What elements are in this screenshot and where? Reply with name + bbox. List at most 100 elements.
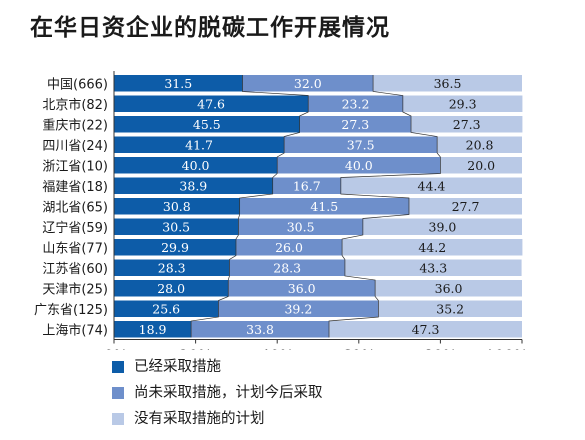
category-label: 广东省(125) (34, 303, 108, 318)
bar-planned (284, 136, 438, 153)
bar-taken (114, 95, 309, 112)
legend-item-taken: 已经采取措施 (112, 354, 552, 380)
data-label-taken: 28.3 (158, 260, 186, 275)
x-axis: 0% 20% 40% 60% 80% 100% (104, 339, 528, 351)
bar-planned (299, 116, 412, 133)
bar-planned (229, 259, 345, 276)
bar-taken (114, 239, 236, 256)
data-label-no-plan: 47.3 (412, 322, 440, 337)
legend-item-planned: 尚未采取措施，计划今后采取 (112, 380, 552, 406)
bar-taken (114, 300, 219, 317)
data-label-planned: 41.5 (310, 199, 338, 214)
data-label-taken: 45.5 (193, 117, 221, 132)
data-label-taken: 47.6 (197, 96, 225, 111)
category-label: 上海市(74) (42, 322, 108, 338)
segment-boundary-line (328, 75, 441, 338)
category-label: 中国(666) (47, 77, 108, 92)
bar-no-plan (373, 75, 522, 92)
data-label-taken: 18.9 (139, 322, 167, 337)
data-label-planned: 39.2 (284, 301, 312, 316)
bar-planned (239, 198, 409, 215)
data-label-planned: 16.7 (293, 178, 321, 193)
data-label-planned: 36.0 (288, 281, 316, 296)
data-label-no-plan: 36.5 (434, 76, 462, 91)
data-label-no-plan: 20.0 (467, 158, 495, 173)
x-tick-label: 100% (485, 347, 528, 351)
category-label: 四川省(24) (42, 139, 108, 154)
data-label-taken: 25.6 (152, 301, 180, 316)
bar-area: 31.5 32.0 36.5 47.6 23.2 29.3 45.5 27.3 27.3 41.7… (114, 75, 523, 338)
bar-no-plan (344, 259, 522, 276)
bar-no-plan (402, 95, 523, 112)
data-label-taken: 30.8 (163, 199, 191, 214)
bar-taken (114, 157, 278, 174)
chart-title: 在华日资企业的脱碳工作开展情况 (30, 15, 390, 41)
data-label-no-plan: 44.4 (418, 178, 446, 193)
data-label-no-plan: 29.3 (449, 96, 477, 111)
x-tick-label: 20% (179, 347, 212, 351)
data-label-no-plan: 44.2 (418, 240, 446, 255)
x-tick-label: 0% (104, 347, 128, 351)
data-label-taken: 40.0 (182, 158, 210, 173)
x-tick-label: 80% (424, 347, 457, 351)
category-label: 浙江省(10) (42, 159, 108, 174)
bar-no-plan (378, 300, 522, 317)
legend-label-no-plan: 没有采取措施的计划 (134, 411, 265, 427)
stacked-bar-chart: 31.5 32.0 36.5 47.6 23.2 29.3 45.5 27.3 27.3 41.7… (34, 71, 528, 351)
data-label-planned: 37.5 (347, 137, 375, 152)
data-label-taken: 41.7 (185, 137, 213, 152)
category-label: 北京市(82) (42, 97, 108, 113)
legend-swatch-planned (112, 387, 124, 399)
category-label: 湖北省(65) (42, 200, 108, 215)
data-label-planned: 40.0 (345, 158, 373, 173)
legend: 已经采取措施 尚未采取措施，计划今后采取 没有采取措施的计划 (112, 354, 552, 432)
bar-planned (277, 157, 441, 174)
category-label: 江苏省(60) (42, 261, 108, 277)
data-label-taken: 38.9 (179, 178, 207, 193)
data-label-planned: 23.2 (342, 96, 370, 111)
data-label-no-plan: 35.2 (436, 301, 464, 316)
data-label-no-plan: 36.0 (435, 281, 463, 296)
category-label: 重庆市(22) (42, 117, 108, 133)
bar-taken (114, 259, 230, 276)
bar-planned (235, 239, 343, 256)
legend-swatch-taken (112, 361, 124, 373)
data-label-planned: 28.3 (273, 260, 301, 275)
bar-no-plan (329, 321, 522, 338)
bar-taken (114, 136, 285, 153)
data-label-planned: 30.5 (287, 219, 315, 234)
data-label-no-plan: 20.8 (466, 137, 494, 152)
bar-no-plan (440, 157, 522, 174)
legend-label-taken: 已经采取措施 (134, 359, 221, 375)
bar-planned (238, 218, 363, 235)
bar-planned (272, 177, 341, 194)
legend-label-planned: 尚未采取措施，计划今后采取 (134, 385, 323, 401)
bar-taken (114, 218, 239, 235)
bar-taken (114, 321, 192, 338)
data-label-planned: 32.0 (294, 76, 322, 91)
bar-planned (242, 75, 374, 92)
data-label-taken: 30.5 (162, 219, 190, 234)
data-label-taken: 31.5 (164, 76, 192, 91)
data-label-no-plan: 43.3 (419, 260, 447, 275)
x-tick-label: 60% (342, 347, 375, 351)
data-label-planned: 26.0 (275, 240, 303, 255)
bar-taken (114, 75, 243, 92)
data-label-taken: 29.9 (161, 240, 189, 255)
bar-no-plan (437, 136, 522, 153)
x-tick-label: 40% (261, 347, 294, 351)
legend-swatch-no-plan (112, 413, 124, 425)
bar-taken (114, 280, 229, 297)
bar-no-plan (411, 116, 523, 133)
data-label-no-plan: 39.0 (429, 219, 457, 234)
bar-planned (191, 321, 330, 338)
bar-no-plan (408, 198, 522, 215)
category-label: 福建省(18) (42, 180, 108, 195)
data-label-no-plan: 27.7 (452, 199, 480, 214)
bar-no-plan (340, 177, 522, 194)
bar-taken (114, 198, 240, 215)
bar-no-plan (362, 218, 522, 235)
bar-taken (114, 177, 273, 194)
y-axis: 中国(666) 北京市(82) 重庆市(22) 四川省(24) 浙江省(10) 福建省(1… (34, 71, 115, 340)
bar-no-plan (342, 239, 523, 256)
